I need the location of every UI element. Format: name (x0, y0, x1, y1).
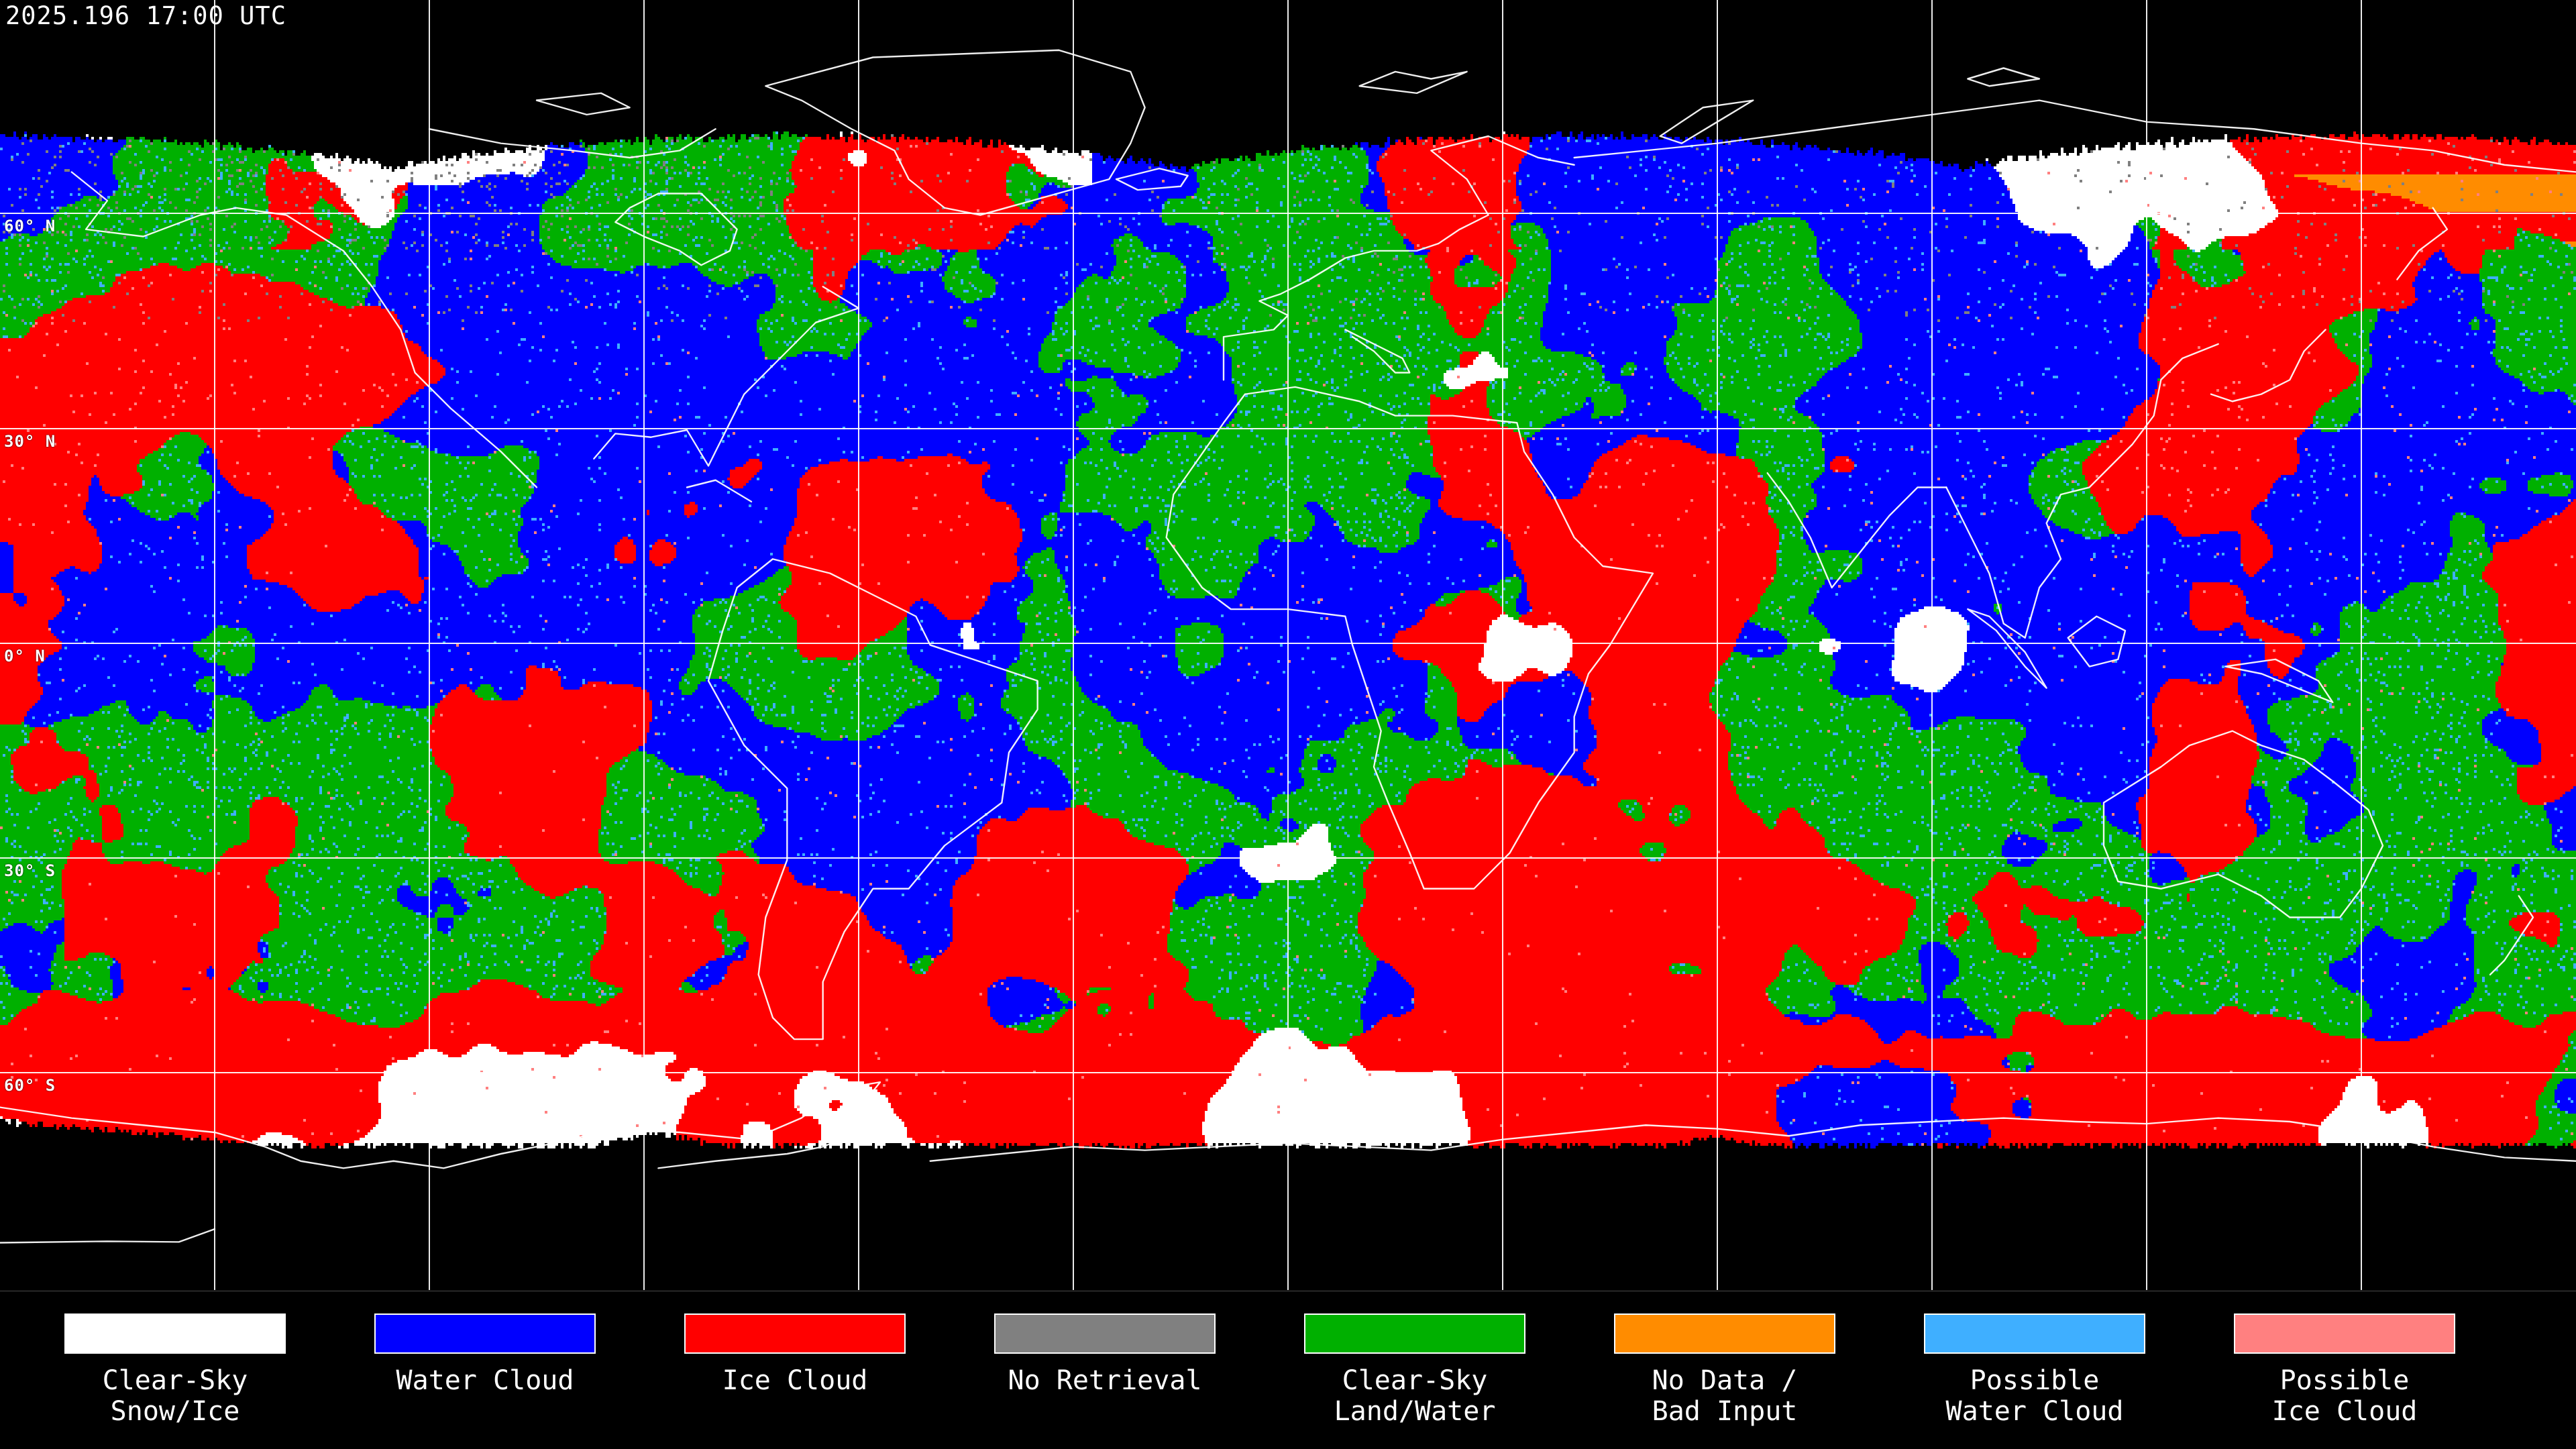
world-map-area: 60° N 30° N 0° N 30° S 60° S 2025.196 17:00 … (0, 0, 2576, 1290)
legend-label: Possible Ice Cloud (2190, 1365, 2500, 1427)
legend-label-line: Possible (1970, 1365, 2100, 1396)
legend-item: Water Cloud (330, 1291, 640, 1449)
legend-label-line: Land/Water (1334, 1396, 1496, 1427)
legend-label-line: No Retrieval (1008, 1365, 1202, 1396)
legend-swatch (1304, 1313, 1525, 1354)
legend-label: Clear-Sky Snow/Ice (20, 1365, 330, 1427)
legend-swatch (374, 1313, 596, 1354)
legend-label: No Retrieval (950, 1365, 1260, 1396)
legend-item: No Retrieval (950, 1291, 1260, 1449)
legend-label-line: No Data / (1652, 1365, 1798, 1396)
legend-item: Clear-Sky Snow/Ice (20, 1291, 330, 1449)
legend-swatch (64, 1313, 286, 1354)
legend-label-line: Clear-Sky (1342, 1365, 1488, 1396)
classification-raster-map (0, 0, 2576, 1290)
legend-item: No Data / Bad Input (1570, 1291, 1880, 1449)
legend-label-line: Ice Cloud (722, 1365, 868, 1396)
legend-label: Possible Water Cloud (1880, 1365, 2190, 1427)
legend-label: Clear-Sky Land/Water (1260, 1365, 1570, 1427)
legend-label: No Data / Bad Input (1570, 1365, 1880, 1427)
legend-label-line: Ice Cloud (2271, 1396, 2418, 1427)
legend-swatch (994, 1313, 1216, 1354)
legend-label-line: Possible (2279, 1365, 2410, 1396)
legend-label-line: Clear-Sky (102, 1365, 248, 1396)
legend-item: Ice Cloud (640, 1291, 950, 1449)
legend-bar: Clear-Sky Snow/Ice Water Cloud Ice Cloud No … (0, 1291, 2576, 1449)
legend-item: Possible Water Cloud (1880, 1291, 2190, 1449)
legend-label: Water Cloud (330, 1365, 640, 1396)
legend-swatch (1614, 1313, 1835, 1354)
timestamp-label: 2025.196 17:00 UTC (5, 1, 286, 30)
legend-label-line: Snow/Ice (110, 1396, 240, 1427)
legend-label-line: Water Cloud (396, 1365, 574, 1396)
legend-swatch (2234, 1313, 2455, 1354)
legend-label-line: Bad Input (1652, 1396, 1798, 1427)
legend-label-line: Water Cloud (1945, 1396, 2124, 1427)
legend-item: Clear-Sky Land/Water (1260, 1291, 1570, 1449)
legend-item: Possible Ice Cloud (2190, 1291, 2500, 1449)
legend-swatch (1924, 1313, 2145, 1354)
legend-swatch (684, 1313, 906, 1354)
legend-label: Ice Cloud (640, 1365, 950, 1396)
